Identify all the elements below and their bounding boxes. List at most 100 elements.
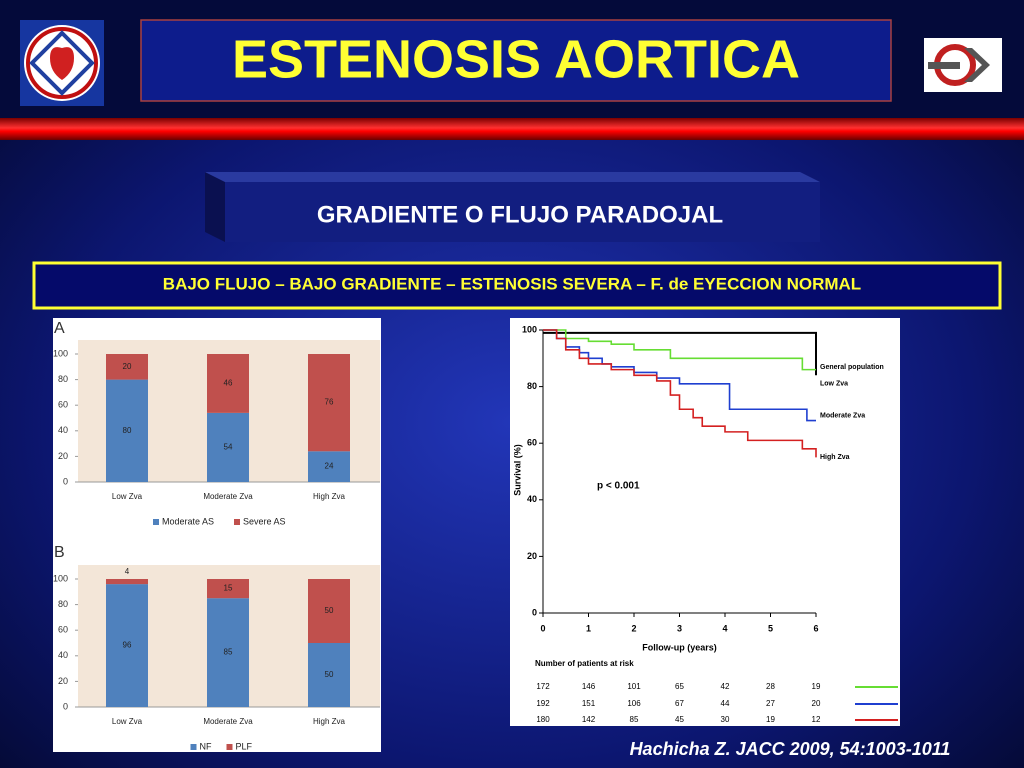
x-tick-label: Low Zva [112, 492, 143, 501]
data-label: 80 [123, 426, 132, 435]
bar-segment [308, 643, 350, 707]
at-risk-count: 44 [721, 699, 730, 708]
y-tick-label: 40 [58, 425, 68, 435]
y-tick-label: 20 [58, 676, 68, 686]
survival-curve [543, 329, 817, 458]
y-tick-label: 40 [527, 494, 537, 504]
data-label: 50 [325, 606, 334, 615]
data-label: 46 [224, 379, 233, 388]
x-tick-label: Moderate Zva [203, 717, 253, 726]
x-tick-label: Low Zva [112, 717, 143, 726]
y-tick-label: 40 [58, 650, 68, 660]
y-tick-label: 80 [527, 381, 537, 391]
at-risk-count: 42 [721, 682, 730, 691]
y-tick-label: 100 [53, 348, 68, 358]
legend-swatch [153, 519, 159, 525]
y-tick-label: 80 [58, 599, 68, 609]
bar-segment [308, 451, 350, 482]
y-tick-label: 20 [58, 451, 68, 461]
data-label: 4 [125, 567, 130, 576]
at-risk-count: 142 [582, 715, 596, 724]
legend-label: Severe AS [243, 516, 286, 526]
y-tick-label: 80 [58, 374, 68, 384]
x-tick-label: 4 [722, 623, 727, 633]
survival-curve [543, 331, 817, 376]
at-risk-count: 45 [675, 715, 684, 724]
y-tick-label: 0 [63, 701, 68, 711]
panel-label: A [54, 320, 65, 337]
at-risk-count: 20 [812, 699, 821, 708]
at-risk-count: 27 [766, 699, 775, 708]
survival-curve [543, 329, 816, 371]
x-tick-label: Moderate Zva [203, 492, 253, 501]
data-label: 76 [325, 398, 334, 407]
subtitle-box [205, 172, 820, 242]
data-label: 24 [325, 462, 334, 471]
table-title: Number of patients at risk [535, 659, 634, 668]
legend-swatch [190, 744, 197, 750]
right-logo [924, 38, 1002, 92]
at-risk-count: 85 [630, 715, 639, 724]
at-risk-count: 19 [812, 682, 821, 691]
x-tick-label: 1 [586, 623, 591, 633]
red-bar [0, 118, 1024, 140]
x-axis-label: Follow-up (years) [642, 642, 717, 652]
data-label: 96 [123, 641, 132, 650]
y-tick-label: 100 [522, 324, 537, 334]
at-risk-count: 67 [675, 699, 684, 708]
x-tick-label: 0 [540, 623, 545, 633]
x-tick-label: High Zva [313, 492, 346, 501]
at-risk-count: 172 [536, 682, 550, 691]
at-risk-count: 28 [766, 682, 775, 691]
legend-swatch [234, 519, 240, 525]
x-tick-label: 3 [677, 623, 682, 633]
y-tick-label: 0 [63, 476, 68, 486]
legend-label: Moderate AS [162, 516, 214, 526]
bar-segment [207, 412, 249, 482]
bar-segment [106, 584, 148, 707]
slide-title: ESTENOSIS AORTICA [232, 29, 800, 89]
y-tick-label: 60 [58, 400, 68, 410]
bar-segment [106, 354, 148, 380]
y-tick-label: 60 [58, 625, 68, 635]
legend-label: PLF [236, 741, 253, 751]
data-label: 54 [224, 443, 233, 452]
x-tick-label: 2 [631, 623, 636, 633]
subtitle: GRADIENTE O FLUJO PARADOJAL [317, 201, 723, 228]
x-tick-label: 6 [813, 623, 818, 633]
bar-segment [207, 598, 249, 707]
survival-panel [510, 318, 900, 726]
bar-segment [207, 354, 249, 413]
at-risk-count: 151 [582, 699, 596, 708]
curve-label: General population [820, 364, 884, 371]
at-risk-count: 65 [675, 682, 684, 691]
curve-label: High Zva [820, 454, 850, 461]
at-risk-count: 30 [721, 715, 730, 724]
y-tick-label: 60 [527, 438, 537, 448]
panel-label: B [54, 544, 65, 561]
bar-segment [308, 579, 350, 643]
at-risk-count: 19 [766, 715, 775, 724]
banner-box [32, 261, 1002, 310]
data-label: 20 [123, 362, 132, 371]
bar-segment [106, 579, 148, 585]
curve-label: Moderate Zva [820, 412, 865, 419]
at-risk-count: 106 [627, 699, 641, 708]
y-axis-label: Survival (%) [512, 444, 522, 496]
legend-label: NF [200, 741, 212, 751]
curve-label: Low Zva [820, 380, 848, 387]
data-label: 50 [325, 670, 334, 679]
at-risk-count: 12 [812, 715, 821, 724]
bar-segment [106, 379, 148, 482]
y-tick-label: 100 [53, 573, 68, 583]
legend-swatch [226, 744, 233, 750]
at-risk-count: 192 [536, 699, 550, 708]
y-tick-label: 0 [532, 607, 537, 617]
banner: BAJO FLUJO – BAJO GRADIENTE – ESTENOSIS … [163, 274, 861, 293]
data-label: 85 [224, 648, 233, 657]
bar-segment [308, 354, 350, 452]
x-tick-label: 5 [768, 623, 773, 633]
y-tick-label: 20 [527, 551, 537, 561]
